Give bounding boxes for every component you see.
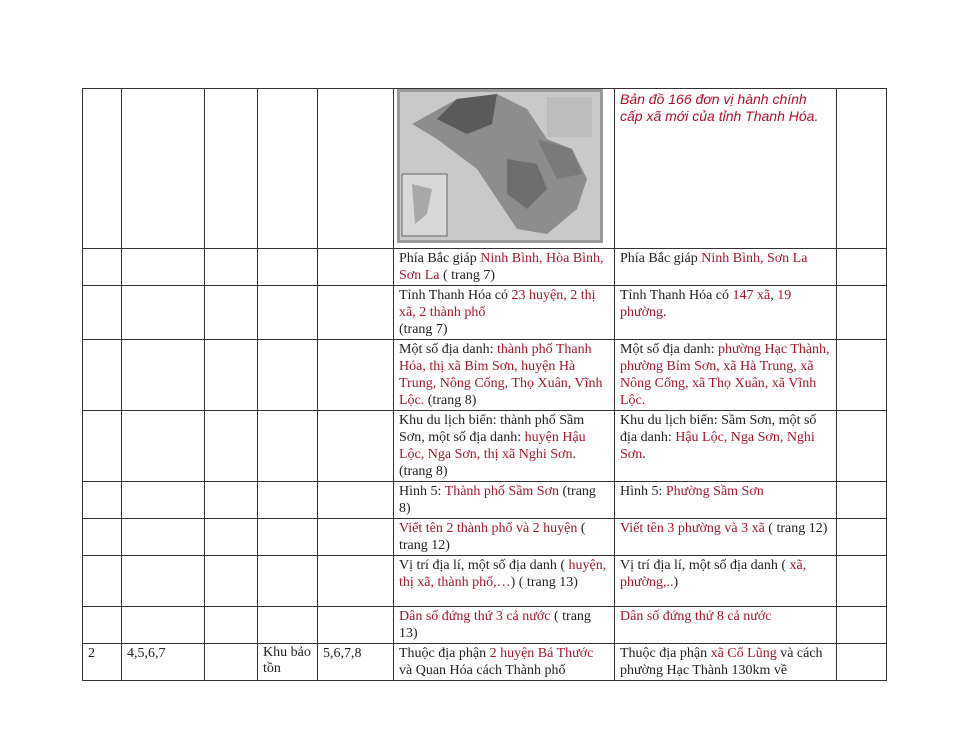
old-content-cell: Dân số đứng thứ 3 cả nước ( trang 13): [393, 606, 615, 644]
text-segment: Hình 5:: [399, 484, 445, 499]
text-segment: ( trang 7): [439, 268, 496, 283]
highlighted-text: Ninh Bình, Sơn La: [701, 251, 808, 266]
highlighted-text: xã Cổ Lũng: [710, 646, 777, 661]
comparison-table: Bản đồ 166 đơn vị hành chính cấp xã mới …: [82, 88, 887, 681]
old-content-cell: Phía Bắc giáp Ninh Bình, Hòa Bình, Sơn L…: [393, 248, 615, 286]
highlighted-text: Hậu Lộc, Nga Sơn, Nghi Sơn: [620, 430, 815, 462]
new-content-cell: Vị trí địa lí, một số địa danh ( xã, phư…: [614, 555, 837, 607]
table-row: Một số địa danh: thành phố Thanh Hóa, th…: [82, 339, 887, 411]
table-row: Tỉnh Thanh Hóa có 23 huyện, 2 thị xã, 2 …: [82, 285, 887, 340]
text-segment: Hình 5:: [620, 484, 666, 499]
highlighted-text: 2 huyện Bá Thước: [489, 646, 594, 661]
text-segment: Một số địa danh:: [620, 342, 718, 357]
text-segment: và Quan Hóa cách Thành phố: [399, 663, 566, 678]
text-segment: Vị trí địa lí, một số địa danh (: [620, 558, 790, 573]
text-segment: Khu du lịch biển: thành phố Sầm Sơn, một…: [399, 413, 585, 445]
text-segment: Phía Bắc giáp: [620, 251, 702, 266]
cell-c3: [204, 643, 258, 681]
text-segment: ( trang 12): [764, 521, 828, 536]
text-segment: (trang 7): [399, 322, 448, 337]
new-content-cell: Khu du lịch biển: Sầm Sơn, một số địa da…: [614, 410, 837, 482]
text-segment: Thuộc địa phận: [620, 646, 711, 661]
highlighted-text: thành phố Thanh Hóa, thị xã Bỉm Sơn, huy…: [399, 342, 603, 408]
new-content-cell: Viết tên 3 phường và 3 xã ( trang 12): [614, 518, 837, 556]
cell-c2: 4,5,6,7: [121, 643, 205, 681]
text-segment: ,: [770, 288, 778, 303]
old-content-cell: Khu du lịch biển: thành phố Sầm Sơn, một…: [393, 410, 615, 482]
text-segment: ( trang 13): [399, 609, 591, 641]
table-row: Viết tên 2 thành phố và 2 huyện ( trang …: [82, 518, 887, 556]
new-content-cell: Dân số đứng thứ 8 cả nước: [614, 606, 837, 644]
table-row: Hình 5: Thành phố Sầm Sơn (trang 8) Hình …: [82, 481, 887, 519]
map-cell: [393, 88, 615, 249]
map-caption: Bản đồ 166 đơn vị hành chính cấp xã mới …: [614, 88, 837, 249]
table-row: Khu du lịch biển: thành phố Sầm Sơn, một…: [82, 410, 887, 482]
highlighted-text: 19 phường: [620, 288, 792, 320]
highlighted-text: xã, phường,..: [620, 558, 807, 590]
old-content-cell: Một số địa danh: thành phố Thanh Hóa, th…: [393, 339, 615, 411]
table-row: Vị trí địa lí, một số địa danh ( huyện, …: [82, 555, 887, 607]
cell-c5: 5,6,7,8: [317, 643, 394, 681]
new-content-cell: Một số địa danh: phường Hạc Thành, phườn…: [614, 339, 837, 411]
old-content-cell: Viết tên 2 thành phố và 2 huyện ( trang …: [393, 518, 615, 556]
text-segment: Khu du lịch biển: Sầm Sơn, một số địa da…: [620, 413, 817, 445]
text-segment: Một số địa danh:: [399, 342, 497, 357]
map-image: [397, 89, 603, 243]
highlighted-text: Ninh Bình, Hòa Bình, Sơn La: [399, 251, 604, 283]
cell-c1: 2: [82, 643, 122, 681]
new-content-cell: Phía Bắc giáp Ninh Bình, Sơn La: [614, 248, 837, 286]
table-row: Bản đồ 166 đơn vị hành chính cấp xã mới …: [82, 88, 887, 249]
old-content-cell: Thuộc địa phận 2 huyện Bá Thước và Quan …: [393, 643, 615, 681]
text-segment: Tỉnh Thanh Hóa có: [399, 288, 512, 303]
highlighted-text: Viết tên 2 thành phố và 2 huyện: [399, 521, 578, 536]
highlighted-text: huyện Hậu Lộc, Nga Sơn, thị xã Nghi Sơn: [399, 430, 586, 462]
text-segment: Phía Bắc giáp: [399, 251, 481, 266]
text-segment: ( trang 12): [399, 521, 586, 553]
highlighted-text: 23 huyện, 2 thị xã, 2 thành phố: [399, 288, 596, 320]
highlighted-text: huyện, thị xã, thành phố,…: [399, 558, 607, 590]
highlighted-text: Thành phố Sầm Sơn: [444, 484, 559, 499]
text-segment: ): [673, 575, 679, 590]
new-content-cell: Thuộc địa phận xã Cổ Lũng và cách phường…: [614, 643, 837, 681]
new-content-cell: Hình 5: Phường Sầm Sơn: [614, 481, 837, 519]
old-content-cell: Hình 5: Thành phố Sầm Sơn (trang 8): [393, 481, 615, 519]
highlighted-text: Viết tên 3 phường và 3 xã: [620, 521, 765, 536]
text-segment: Tỉnh Thanh Hóa có: [620, 288, 733, 303]
text-segment: . (trang 8): [399, 447, 576, 479]
table-row: Phía Bắc giáp Ninh Bình, Hòa Bình, Sơn L…: [82, 248, 887, 286]
table-row: Dân số đứng thứ 3 cả nước ( trang 13) Dân…: [82, 606, 887, 644]
text-segment: và cách phường Hạc Thành 130km về: [620, 646, 823, 678]
highlighted-text: Dân số đứng thứ 8 cả nước: [620, 609, 772, 624]
highlighted-text: 147 xã: [732, 288, 771, 303]
highlighted-text: phường Hạc Thành, phường Bỉm Sơn, xã Hà …: [620, 342, 830, 408]
highlighted-text: Phường Sầm Sơn: [665, 484, 764, 499]
text-segment: (trang 8): [399, 484, 596, 516]
old-content-cell: Vị trí địa lí, một số địa danh ( huyện, …: [393, 555, 615, 607]
text-segment: (trang 8): [424, 393, 477, 408]
text-segment: .: [642, 447, 646, 462]
cell-c4: Khu bảo tồn: [257, 643, 318, 681]
table-row: 2 4,5,6,7 Khu bảo tồn 5,6,7,8 Thuộc địa phận…: [82, 643, 887, 681]
highlighted-text: Dân số đứng thứ 3 cả nước: [399, 609, 551, 624]
text-segment: .: [663, 305, 667, 320]
text-segment: ) ( trang 13): [510, 575, 578, 590]
text-segment: Thuộc địa phận: [399, 646, 490, 661]
text-segment: Vị trí địa lí, một số địa danh (: [399, 558, 569, 573]
new-content-cell: Tỉnh Thanh Hóa có 147 xã, 19 phường.: [614, 285, 837, 340]
old-content-cell: Tỉnh Thanh Hóa có 23 huyện, 2 thị xã, 2 …: [393, 285, 615, 340]
